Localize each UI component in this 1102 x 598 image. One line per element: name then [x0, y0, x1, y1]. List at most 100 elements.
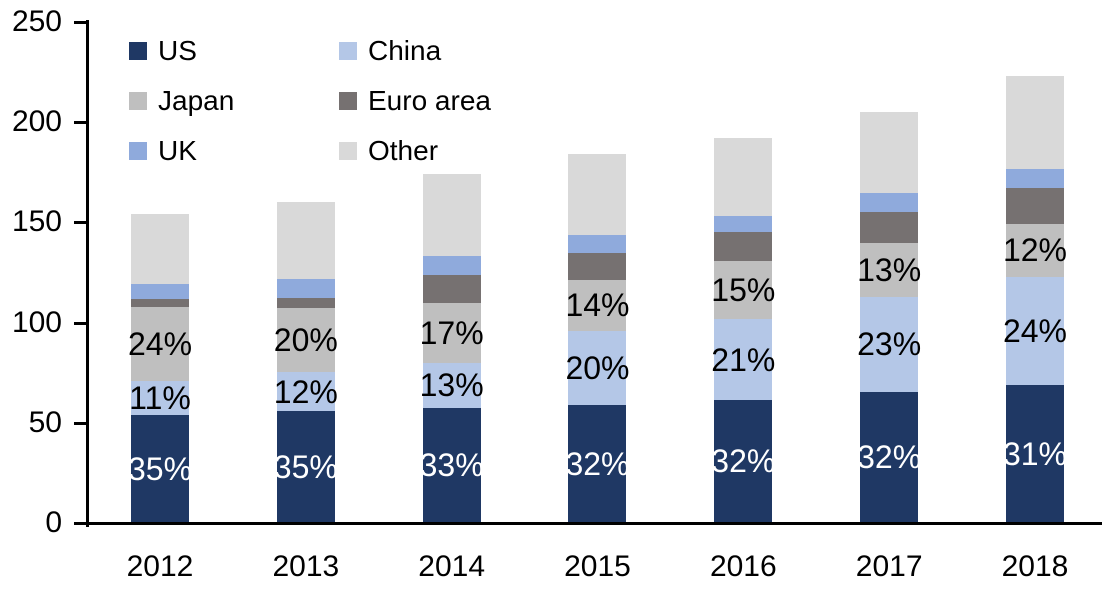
- bar-segment-2017-other: [860, 112, 919, 194]
- bar-segment-2012-other: [131, 214, 189, 284]
- y-axis-tick: [74, 21, 87, 24]
- bar-segment-2012-japan: [131, 306, 189, 382]
- bar-segment-2014-japan: [422, 303, 481, 363]
- bar-segment-2018-euro-area: [1005, 187, 1064, 224]
- bar-segment-2018-uk: [1005, 169, 1064, 188]
- segment-label-2018-us: 31%: [1002, 435, 1067, 472]
- x-axis-label-2014: 2014: [418, 550, 486, 583]
- segment-label-2013-china: 12%: [273, 373, 338, 410]
- bar-segment-2018-china: [1005, 277, 1064, 385]
- bar-segment-2012-us: [131, 414, 189, 523]
- y-axis-tick: [74, 321, 87, 325]
- legend-label-other: Other: [368, 135, 439, 166]
- segment-label-2014-us: 33%: [419, 447, 484, 484]
- bar-segment-2016-japan: [714, 261, 773, 320]
- legend: US China Japan Euro area UK Other: [129, 26, 569, 176]
- bar-segment-2018-japan: [1005, 223, 1064, 278]
- legend-item-euro-area: Euro area: [339, 76, 569, 126]
- bar-segment-2013-china: [276, 372, 335, 411]
- segment-label-2015-china: 20%: [565, 350, 630, 387]
- segment-label-2016-us: 32%: [711, 443, 776, 480]
- x-axis-label-2013: 2013: [272, 550, 340, 583]
- bar-segment-2014-euro-area: [422, 275, 481, 304]
- legend-label-us: US: [158, 35, 197, 66]
- legend-label-uk: UK: [158, 135, 197, 166]
- bar-segment-2018-other: [1005, 76, 1064, 170]
- segment-label-2013-us: 35%: [273, 448, 338, 485]
- segment-label-2018-china: 24%: [1002, 312, 1067, 349]
- segment-label-2018-japan: 12%: [1002, 232, 1067, 269]
- y-axis-line: [86, 20, 89, 527]
- y-axis-tick: [74, 421, 87, 425]
- y-axis-label: 50: [28, 405, 62, 439]
- segment-label-2013-japan: 20%: [273, 322, 338, 359]
- legend-item-other: Other: [339, 126, 569, 176]
- bar-segment-2013-us: [276, 410, 335, 523]
- y-axis-tick: [74, 121, 87, 125]
- segment-label-2017-us: 32%: [857, 439, 922, 476]
- bar-segment-2016-other: [714, 138, 773, 217]
- x-axis-label-2015: 2015: [564, 550, 631, 583]
- bar-segment-2017-china: [860, 296, 919, 392]
- segment-label-2014-japan: 17%: [419, 315, 484, 352]
- y-axis-tick: [74, 221, 87, 225]
- legend-swatch-other: [339, 142, 357, 160]
- bar-segment-2013-uk: [276, 279, 335, 299]
- bar-segment-2013-euro-area: [276, 298, 335, 309]
- legend-label-euro-area: Euro area: [368, 85, 491, 116]
- segment-label-2017-japan: 13%: [857, 252, 922, 289]
- bar-segment-2014-other: [422, 174, 481, 257]
- bar-segment-2015-china: [568, 331, 627, 405]
- segment-label-2012-china: 11%: [129, 380, 191, 417]
- bar-segment-2014-china: [422, 362, 481, 408]
- bar-segment-2017-japan: [860, 243, 919, 297]
- bar-segment-2014-uk: [422, 256, 481, 276]
- bar-segment-2015-japan: [568, 279, 627, 332]
- x-axis-line: [74, 522, 1102, 525]
- bar-segment-2013-japan: [276, 308, 335, 373]
- segment-label-2012-japan: 24%: [127, 326, 193, 363]
- legend-swatch-euro-area: [339, 92, 357, 110]
- segment-label-2015-us: 32%: [565, 445, 630, 482]
- legend-item-uk: UK: [129, 126, 339, 176]
- y-axis-label: 150: [11, 205, 62, 239]
- bar-segment-2017-euro-area: [860, 212, 919, 244]
- bar-segment-2012-china: [131, 381, 189, 415]
- bar-segment-2015-uk: [568, 235, 627, 254]
- bar-segment-2018-us: [1005, 384, 1064, 523]
- bar-segment-2013-other: [276, 202, 335, 280]
- y-axis-label: 200: [11, 105, 62, 139]
- bar-segment-2012-euro-area: [131, 298, 189, 307]
- y-axis-label: 100: [11, 305, 62, 339]
- segment-label-2016-japan: 15%: [711, 272, 776, 309]
- x-axis-label-2016: 2016: [709, 550, 777, 583]
- legend-swatch-japan: [129, 92, 147, 110]
- segment-label-2012-us: 35%: [127, 450, 193, 487]
- x-axis-label-2018: 2018: [1001, 550, 1069, 583]
- legend-swatch-us: [129, 42, 147, 60]
- legend-item-japan: Japan: [129, 76, 339, 126]
- x-axis-label-2017: 2017: [855, 550, 923, 583]
- bar-segment-2015-other: [568, 154, 627, 236]
- bar-segment-2017-us: [860, 391, 919, 523]
- y-axis-label: 0: [45, 506, 62, 539]
- bar-segment-2012-uk: [131, 283, 189, 299]
- bar-segment-2017-uk: [860, 193, 919, 213]
- segment-label-2014-china: 13%: [419, 367, 484, 404]
- x-axis-label-2012: 2012: [126, 550, 194, 583]
- legend-swatch-uk: [129, 142, 147, 160]
- segment-label-2016-china: 21%: [711, 341, 776, 378]
- y-axis-label: 250: [11, 5, 62, 38]
- legend-item-us: US: [129, 26, 339, 76]
- bar-segment-2016-euro-area: [714, 232, 773, 262]
- bar-segment-2016-uk: [714, 216, 773, 233]
- bar-segment-2015-euro-area: [568, 253, 627, 280]
- bar-segment-2016-us: [714, 399, 773, 523]
- segment-label-2015-japan: 14%: [565, 287, 630, 324]
- bar-segment-2016-china: [714, 319, 773, 400]
- segment-label-2017-china: 23%: [857, 326, 922, 363]
- legend-label-china: China: [368, 35, 442, 66]
- legend-item-china: China: [339, 26, 569, 76]
- bar-segment-2014-us: [422, 407, 481, 523]
